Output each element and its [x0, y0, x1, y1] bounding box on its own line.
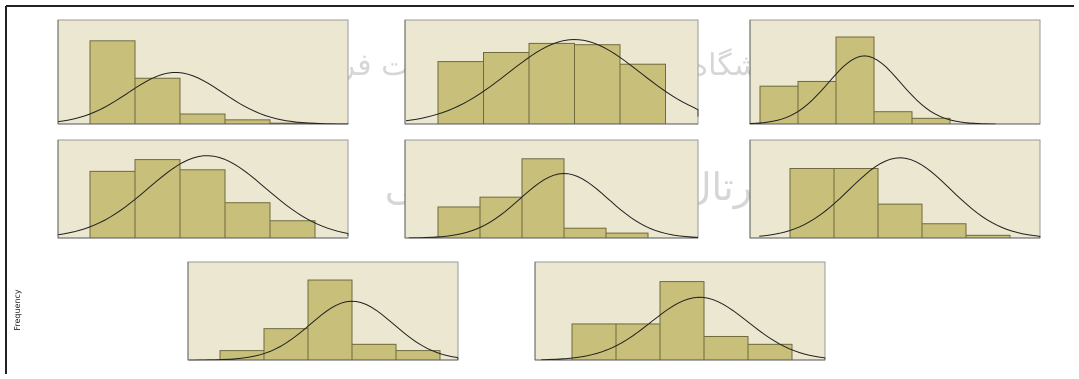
normal-curve-1: [58, 72, 349, 125]
histogram-panel-2: [404, 19, 699, 125]
bar-5-1: [437, 206, 481, 239]
bar-6-1: [789, 168, 835, 239]
bar-2-4: [574, 44, 621, 125]
bar-2-2: [483, 52, 530, 125]
histogram-panel-7: [187, 261, 459, 361]
bar-7-4: [351, 343, 397, 361]
bar-5-2: [479, 196, 523, 239]
histogram-panel-5: [404, 139, 699, 239]
bar-1-4: [224, 119, 271, 125]
bar-7-2: [263, 328, 309, 361]
histogram-panel-3: [749, 19, 1041, 125]
bar-8-4: [703, 335, 749, 361]
bar-2-5: [619, 63, 666, 125]
bar-6-3: [877, 203, 923, 239]
bar-6-4: [921, 223, 967, 239]
normal-curve-6: [759, 157, 1041, 238]
normal-curve-4: [58, 155, 349, 237]
bar-5-3: [521, 158, 565, 239]
bar-5-4: [563, 227, 607, 239]
bar-3-2: [797, 80, 837, 125]
bar-1-3: [179, 113, 226, 125]
bar-2-1: [437, 61, 484, 125]
bar-7-5: [395, 350, 441, 361]
figure-left-ylabel: Frequency: [13, 289, 22, 331]
bar-3-5: [911, 117, 951, 125]
bar-6-2: [833, 168, 879, 239]
bar-4-2: [134, 159, 181, 239]
histogram-panel-6: [749, 139, 1041, 239]
normal-curve-2: [406, 38, 699, 122]
bar-3-1: [759, 85, 799, 125]
bar-3-3: [835, 36, 875, 125]
normal-curve-3: [749, 55, 996, 125]
normal-curve-5: [408, 172, 699, 239]
bar-4-4: [224, 202, 271, 239]
histogram-panel-4: [57, 139, 349, 239]
bar-8-3: [659, 281, 705, 361]
histogram-panel-8: [534, 261, 826, 361]
bar-4-5: [269, 220, 316, 239]
bar-1-2: [134, 77, 181, 125]
histogram-panel-1: [57, 19, 349, 125]
bar-2-3: [528, 42, 575, 125]
bar-3-4: [873, 111, 913, 125]
normal-curve-8: [541, 296, 826, 361]
bar-4-3: [179, 169, 226, 239]
bar-5-5: [605, 232, 649, 239]
normal-curve-7: [189, 300, 459, 361]
charts-layer: [57, 19, 1041, 361]
